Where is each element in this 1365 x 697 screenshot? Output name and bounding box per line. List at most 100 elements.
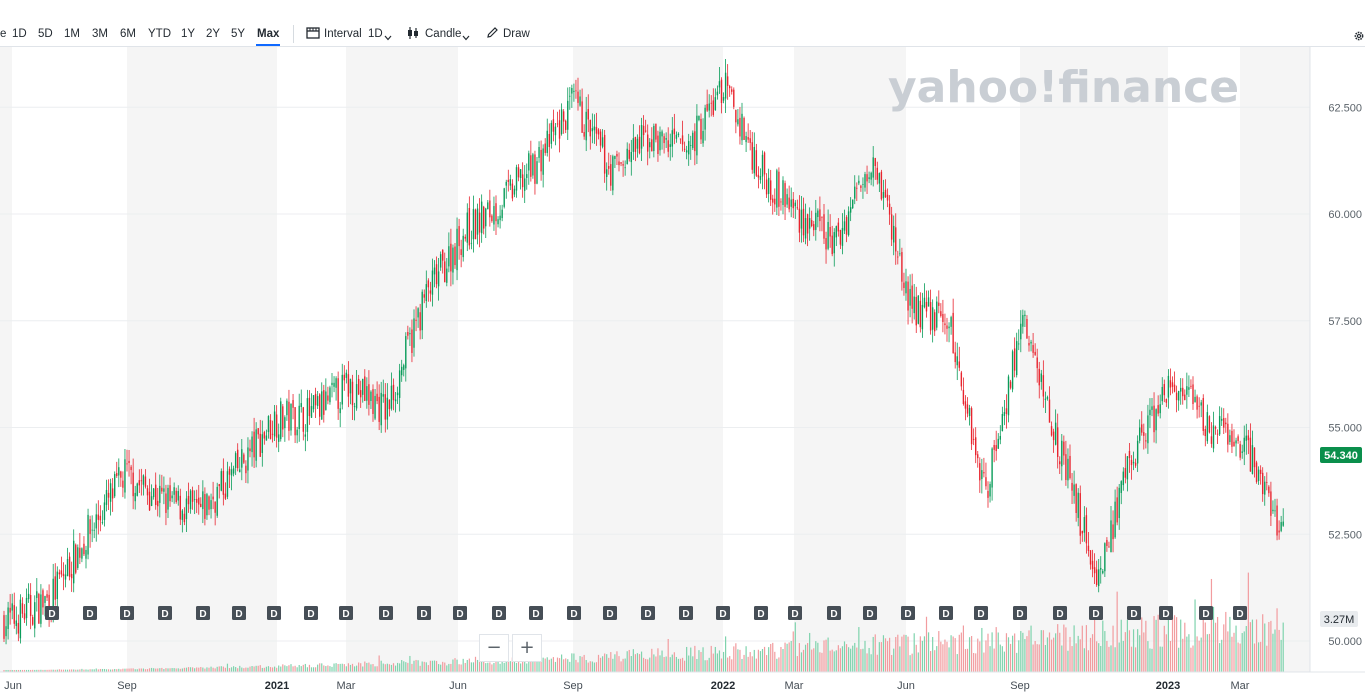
dividend-marker[interactable]: D (567, 606, 581, 620)
dividend-marker[interactable]: D (304, 606, 318, 620)
dividend-marker[interactable]: D (267, 606, 281, 620)
candle-body (491, 215, 493, 222)
range-5y-button[interactable]: 5Y (231, 28, 246, 40)
range-1m-button[interactable]: 1M (64, 28, 80, 40)
draw-pencil-icon[interactable] (486, 26, 499, 44)
candle-body (401, 366, 403, 376)
volume-bar (173, 668, 175, 672)
candle-body (321, 391, 323, 420)
range-ytd-button[interactable]: YTD (148, 28, 171, 40)
dividend-marker[interactable]: D (863, 606, 877, 620)
volume-bar (661, 650, 663, 672)
price-chart[interactable]: yahoo!finance D D D D D D D D D D D D D D D D D D D D D D D D D D… (0, 46, 1365, 697)
dividend-marker[interactable]: D (1127, 606, 1141, 620)
dividend-marker[interactable]: D (901, 606, 915, 620)
volume-bar (798, 643, 800, 672)
draw-button[interactable]: Draw (503, 28, 530, 40)
dividend-marker[interactable]: D (1013, 606, 1027, 620)
volume-bar (1079, 639, 1081, 672)
range-6m-button[interactable]: 6M (120, 28, 136, 40)
zoom-out-button[interactable]: − (479, 634, 509, 662)
candle-body (581, 101, 583, 133)
candle-body (792, 198, 794, 209)
range-1y-button[interactable]: 1Y (181, 28, 196, 40)
dividend-marker[interactable]: D (603, 606, 617, 620)
candle-body (767, 177, 770, 194)
range-1d-button[interactable]: 1D (12, 28, 27, 40)
volume-bar (823, 640, 825, 672)
candle-body (118, 467, 120, 476)
dividend-marker[interactable]: D (1089, 606, 1103, 620)
candle-body (101, 522, 104, 524)
chevron-down-icon[interactable] (384, 29, 392, 47)
volume-bar (690, 647, 692, 672)
chevron-down-icon[interactable] (462, 29, 470, 47)
candle-body (241, 449, 243, 468)
dividend-marker[interactable]: D (417, 606, 431, 620)
volume-bar (950, 635, 952, 672)
dividend-marker[interactable]: D (1233, 606, 1247, 620)
volume-bar (409, 655, 411, 672)
interval-value[interactable]: 1D (368, 28, 383, 40)
volume-bar (183, 667, 185, 672)
dividend-marker[interactable]: D (1159, 606, 1173, 620)
candle-icon[interactable] (406, 26, 420, 45)
volume-bar (382, 663, 384, 672)
dividend-marker[interactable]: D (83, 606, 97, 620)
volume-bar (1153, 616, 1155, 672)
chart-type-label[interactable]: Candle (425, 28, 462, 40)
dividend-marker[interactable]: D (529, 606, 543, 620)
volume-bar (286, 666, 288, 672)
x-tick-month: Jun (897, 680, 915, 692)
range-2y-button[interactable]: 2Y (206, 28, 221, 40)
candle-body (134, 492, 136, 502)
dividend-marker[interactable]: D (120, 606, 134, 620)
dividend-marker[interactable]: D (453, 606, 467, 620)
dividend-marker[interactable]: D (379, 606, 393, 620)
dividend-marker[interactable]: D (196, 606, 210, 620)
interval-label[interactable]: Interval (324, 28, 362, 40)
dividend-marker[interactable]: D (679, 606, 693, 620)
volume-bar (835, 650, 837, 672)
volume-bar (479, 658, 481, 672)
candle-body (962, 389, 965, 404)
dividend-marker[interactable]: D (641, 606, 655, 620)
dividend-marker[interactable]: D (974, 606, 988, 620)
dividend-marker[interactable]: D (827, 606, 841, 620)
dividend-marker[interactable]: D (788, 606, 802, 620)
volume-bar (194, 668, 196, 672)
volume-bar (233, 666, 235, 672)
range-max-button[interactable]: Max (257, 28, 280, 40)
dividend-marker[interactable]: D (492, 606, 506, 620)
volume-bar (60, 669, 62, 672)
dividend-marker[interactable]: D (158, 606, 172, 620)
candle-body (480, 201, 483, 234)
range-5d-button[interactable]: 5D (38, 28, 53, 40)
volume-bar (712, 653, 714, 672)
dividend-marker[interactable]: D (939, 606, 953, 620)
zoom-in-button[interactable]: + (512, 634, 542, 662)
range-3m-button[interactable]: 3M (92, 28, 108, 40)
dividend-marker[interactable]: D (1053, 606, 1067, 620)
volume-bar (1219, 643, 1221, 672)
volume-bar (87, 669, 89, 672)
dividend-marker[interactable]: D (754, 606, 768, 620)
volume-bar (1135, 647, 1137, 672)
candle-body (642, 125, 645, 136)
range-all-button[interactable]: e (0, 28, 7, 40)
dividend-marker[interactable]: D (339, 606, 353, 620)
interval-icon[interactable] (306, 26, 320, 45)
volume-bar (638, 654, 641, 672)
candle-body (677, 133, 680, 135)
dividend-marker[interactable]: D (716, 606, 730, 620)
volume-bar (930, 651, 932, 672)
candle-body (710, 102, 712, 104)
volume-bar (841, 646, 844, 672)
candle-body (278, 434, 280, 442)
volume-bar (819, 652, 821, 672)
dividend-marker[interactable]: D (232, 606, 246, 620)
svg-text:D: D (606, 609, 613, 620)
dividend-marker[interactable]: D (45, 606, 59, 620)
dividend-marker[interactable]: D (1199, 606, 1213, 620)
settings-gear-icon[interactable] (1353, 29, 1365, 47)
